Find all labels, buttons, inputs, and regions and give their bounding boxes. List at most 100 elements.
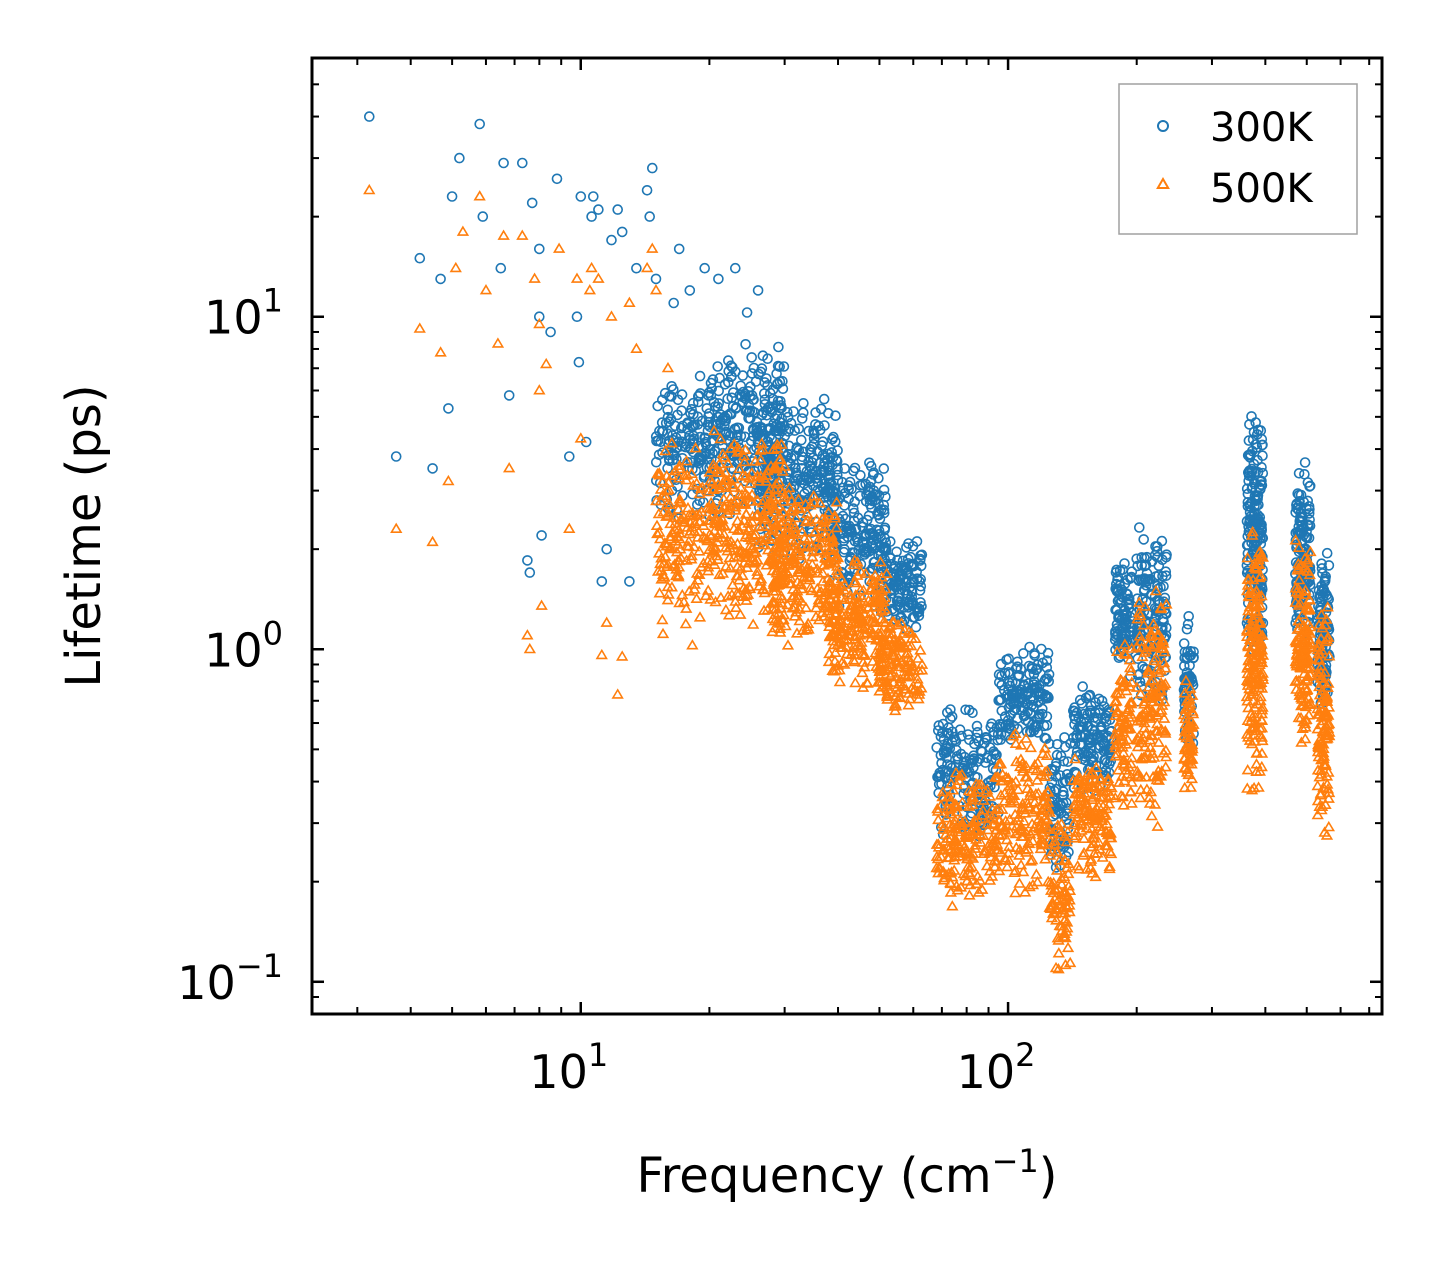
point-300k [892, 595, 904, 607]
point-500k [857, 627, 871, 638]
point-500k [1058, 870, 1071, 882]
point-300k [1152, 541, 1163, 552]
point-500k [875, 653, 888, 664]
point-300k [646, 162, 658, 174]
point-300k [766, 433, 778, 445]
point-500k [1077, 832, 1091, 844]
point-500k [937, 874, 951, 885]
legend-label-500k: 500K [1210, 166, 1314, 212]
point-500k [1019, 807, 1032, 818]
point-300k [1087, 724, 1098, 735]
point-500k [834, 621, 848, 632]
point-300k [722, 355, 734, 366]
point-500k [1248, 597, 1262, 609]
point-500k [1029, 787, 1042, 799]
point-500k [600, 616, 613, 627]
point-300k [724, 408, 736, 419]
point-500k [780, 510, 794, 522]
point-500k [1038, 765, 1052, 777]
point-500k [1248, 557, 1261, 568]
point-500k [1077, 782, 1091, 793]
point-300k [495, 262, 507, 274]
point-500k [1103, 845, 1116, 857]
point-500k [1240, 690, 1254, 702]
point-500k [794, 579, 807, 590]
point-500k [869, 615, 882, 627]
point-300k [616, 226, 628, 238]
point-500k [1071, 811, 1084, 822]
point-500k [857, 595, 871, 607]
point-300k [847, 503, 859, 514]
point-500k [1322, 792, 1335, 803]
point-300k [750, 376, 762, 387]
point-500k [674, 551, 688, 562]
point-500k [994, 758, 1008, 769]
point-300k [805, 447, 817, 458]
point-500k [1144, 706, 1158, 717]
point-500k [1029, 804, 1043, 815]
point-300k [971, 720, 983, 732]
point-500k [830, 617, 844, 629]
point-300k [1036, 708, 1048, 720]
point-500k [831, 567, 844, 579]
point-500k [1008, 795, 1021, 806]
point-300k [1068, 732, 1079, 744]
point-500k [734, 546, 747, 557]
point-500k [965, 860, 978, 872]
point-500k [1255, 714, 1269, 726]
point-500k [1101, 785, 1114, 796]
point-500k [702, 485, 715, 497]
point-500k [1077, 846, 1091, 858]
point-300k [667, 454, 679, 466]
point-300k [1076, 698, 1088, 709]
point-300k [713, 273, 724, 285]
point-300k [1121, 588, 1132, 599]
point-500k [1160, 598, 1173, 609]
point-500k [751, 569, 764, 580]
point-500k [893, 691, 906, 702]
point-300k [788, 406, 799, 417]
point-300k [796, 413, 808, 424]
point-300k [1246, 411, 1257, 422]
point-500k [725, 535, 738, 546]
point-500k [688, 583, 701, 594]
point-500k [714, 432, 727, 444]
point-500k [1138, 740, 1152, 752]
point-300k [712, 401, 723, 413]
point-500k [1157, 712, 1171, 723]
point-500k [945, 866, 958, 877]
point-500k [1022, 836, 1035, 848]
point-300k [698, 472, 710, 483]
point-500k [1294, 662, 1307, 673]
point-500k [686, 639, 699, 650]
point-500k [1089, 789, 1103, 800]
point-300k [741, 307, 753, 318]
point-500k [1024, 786, 1037, 797]
point-300k [719, 378, 731, 390]
point-500k [962, 830, 975, 841]
point-300k [1110, 567, 1122, 578]
point-500k [1115, 680, 1128, 692]
point-500k [937, 823, 950, 834]
point-500k [985, 870, 999, 881]
point-500k [1316, 672, 1329, 683]
point-300k [536, 530, 547, 541]
point-500k [731, 560, 744, 571]
point-300k [740, 338, 751, 350]
point-500k [758, 512, 771, 524]
point-500k [714, 591, 728, 602]
point-500k [533, 317, 546, 329]
point-300k [664, 435, 675, 446]
point-300k [712, 361, 724, 372]
point-500k [701, 584, 715, 595]
point-300k [672, 394, 684, 406]
point-300k [1138, 585, 1150, 597]
point-500k [902, 669, 915, 681]
point-300k [533, 243, 545, 255]
point-300k [631, 262, 642, 274]
point-300k [1134, 676, 1146, 688]
point-500k [1131, 740, 1145, 752]
point-500k [1010, 814, 1024, 826]
point-500k [1109, 791, 1122, 803]
point-500k [1043, 806, 1056, 817]
